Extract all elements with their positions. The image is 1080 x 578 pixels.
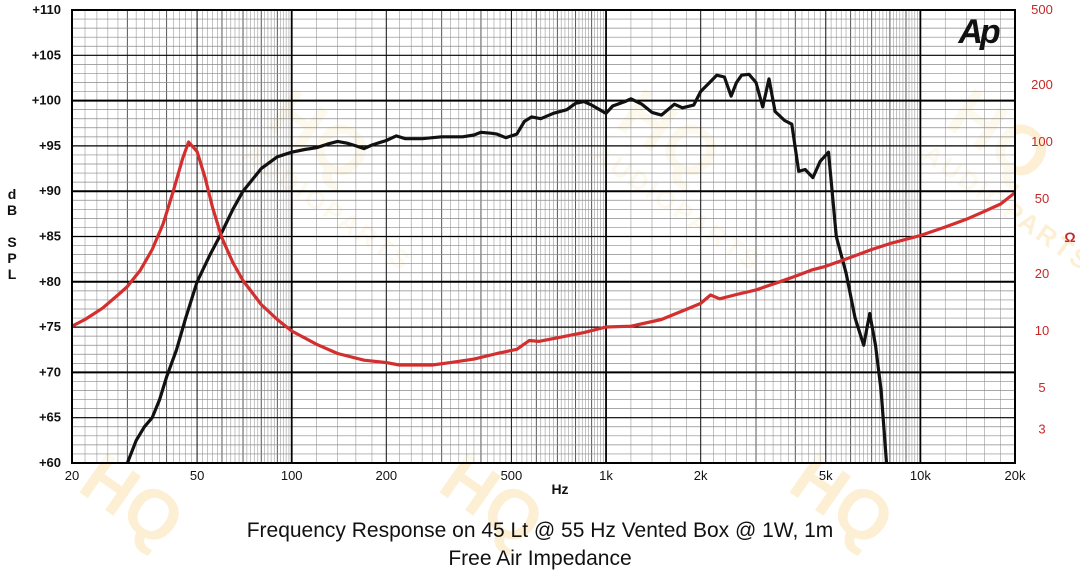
spl-series-line: [125, 72, 889, 463]
y2-tick-label: 50: [1035, 191, 1049, 206]
y2-tick-label: 20: [1035, 266, 1049, 281]
y-tick-label: +60: [39, 455, 61, 470]
x-tick-label: 2k: [694, 468, 708, 483]
y2-tick-label: 5: [1038, 380, 1045, 395]
y-tick-label: +80: [39, 274, 61, 289]
x-tick-label: 50: [190, 468, 204, 483]
y-axis-label-char: L: [8, 266, 17, 282]
x-tick-label: 100: [281, 468, 303, 483]
y-tick-label: +65: [39, 410, 61, 425]
x-tick-label: 20k: [1005, 468, 1026, 483]
y-axis-label-char: P: [7, 250, 16, 266]
series-layer: [72, 72, 1015, 463]
y-tick-label: +75: [39, 319, 61, 334]
y-tick-label: +70: [39, 364, 61, 379]
x-tick-label: 200: [375, 468, 397, 483]
y2-axis-label: Ω: [1064, 229, 1075, 245]
x-tick-label: 10k: [910, 468, 931, 483]
y-axis-left-ticks: +60 +65 +70 +75 +80 +85 +90 +95 +100 +105 +110: [32, 2, 61, 470]
y-tick-label: +85: [39, 229, 61, 244]
chart-subtitle: Free Air Impedance: [448, 547, 632, 570]
x-tick-label: 500: [501, 468, 523, 483]
x-tick-label: 5k: [819, 468, 833, 483]
chart-title: Frequency Response on 45 Lt @ 55 Hz Vent…: [246, 519, 834, 542]
y-axis-label-char: S: [7, 234, 16, 250]
y-axis-label-char: B: [7, 202, 17, 218]
y-tick-label: +100: [32, 93, 61, 108]
y-tick-label: +90: [39, 183, 61, 198]
x-axis-ticks: 20 50 100 200 500 1k 2k 5k 10k 20k: [65, 468, 1026, 483]
y2-tick-label: 500: [1031, 2, 1053, 17]
y2-tick-label: 3: [1038, 422, 1045, 437]
y2-tick-label: 200: [1031, 77, 1053, 92]
y-axis-right-ticks: 3 5 10 20 50 100 200 500: [1031, 2, 1053, 437]
impedance-series-line: [72, 140, 1015, 367]
y2-tick-label: 100: [1031, 134, 1053, 149]
x-tick-label: 1k: [599, 468, 613, 483]
x-tick-label: 20: [65, 468, 79, 483]
frequency-response-chart: +60 +65 +70 +75 +80 +85 +90 +95 +100 +105 +110 3 5 1…: [7, 2, 1076, 497]
y-tick-label: +95: [39, 138, 61, 153]
x-axis-label: Hz: [551, 481, 568, 497]
y-axis-label-char: d: [8, 186, 17, 202]
y-tick-label: +110: [32, 2, 61, 17]
ap-logo: Ap: [957, 13, 1000, 51]
y2-tick-label: 10: [1035, 323, 1049, 338]
y-tick-label: +105: [32, 47, 61, 62]
plot-frame: [71, 9, 1016, 464]
